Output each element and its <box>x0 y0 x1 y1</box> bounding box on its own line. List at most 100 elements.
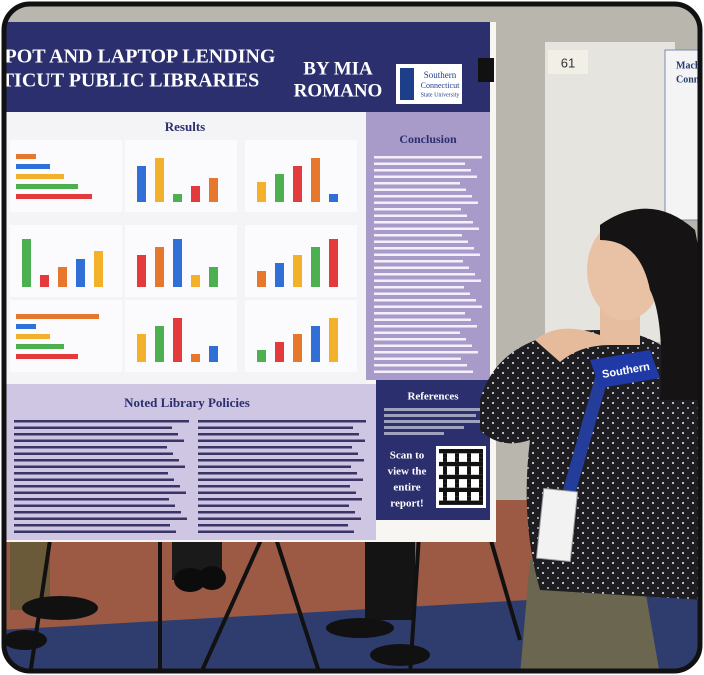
qr-cell <box>475 500 479 505</box>
mini-bar <box>94 251 103 287</box>
conclusion-text <box>374 156 482 373</box>
qr-cell <box>467 492 471 497</box>
mini-bar <box>16 344 64 349</box>
text-line <box>198 524 348 527</box>
mini-bar <box>209 178 218 202</box>
mini-bar <box>191 275 200 287</box>
references-text <box>384 408 482 435</box>
qr-cell <box>443 453 447 458</box>
mini-bar <box>137 255 146 287</box>
qr-cell <box>467 500 471 505</box>
shirt <box>480 330 700 600</box>
mini-bar <box>209 267 218 287</box>
text-line <box>374 240 468 243</box>
qr-cell <box>467 461 471 467</box>
mini-bar <box>76 259 85 287</box>
text-line <box>198 459 364 462</box>
qr-cell <box>459 474 463 480</box>
text-line <box>374 162 465 165</box>
qr-cell <box>455 457 459 462</box>
qr-cell <box>479 479 483 484</box>
board-number: 61 <box>561 55 575 70</box>
next-poster-title: Conne <box>676 74 704 85</box>
text-line <box>14 504 175 507</box>
mini-bar <box>58 267 67 287</box>
mini-bar <box>16 174 64 179</box>
qr-cell <box>439 487 443 492</box>
qr-cell <box>455 496 459 501</box>
qr-cell <box>451 474 455 480</box>
section-title: Results <box>165 119 205 134</box>
qr-cell <box>451 461 455 467</box>
qr-cell <box>443 470 447 475</box>
mini-bar <box>16 334 50 339</box>
text-line <box>374 260 463 263</box>
mini-bar <box>257 182 266 202</box>
logo-mark <box>400 68 414 100</box>
qr-cell <box>467 479 471 484</box>
mini-bar <box>329 194 338 202</box>
mini-bar <box>173 239 182 287</box>
text-line <box>374 357 461 360</box>
section-title: References <box>407 391 459 403</box>
qr-cell <box>463 487 467 492</box>
text-line <box>374 351 478 354</box>
text-line <box>14 498 169 501</box>
text-line <box>374 169 471 172</box>
qr-cell <box>479 453 483 458</box>
qr-cell <box>443 461 447 467</box>
shoe <box>370 644 430 666</box>
qr-cell <box>475 487 479 492</box>
poster: POT AND LAPTOP LENDING TICUT PUBLIC LIBR… <box>4 22 496 542</box>
mini-bar <box>209 346 218 362</box>
scan-text: Scan to <box>390 450 425 462</box>
mini-bar <box>257 271 266 287</box>
qr-cell <box>467 483 471 488</box>
qr-cell <box>455 453 459 458</box>
text-line <box>374 188 466 191</box>
mini-bar <box>16 164 50 169</box>
qr-cell <box>443 457 447 462</box>
text-line <box>374 305 482 308</box>
mini-bar <box>137 334 146 362</box>
text-line <box>374 312 465 315</box>
qr-cell <box>447 474 451 480</box>
qr-cell <box>463 461 467 467</box>
mini-bar <box>16 324 36 329</box>
qr-cell <box>471 500 475 505</box>
poster-author: BY MIA <box>303 58 373 79</box>
qr-cell <box>451 449 455 454</box>
text-line <box>198 446 352 449</box>
qr-cell <box>447 500 451 505</box>
text-line <box>374 292 470 295</box>
text-line <box>198 504 349 507</box>
qr-cell <box>443 496 447 501</box>
logo-text: State University <box>421 92 460 98</box>
text-line <box>198 426 353 429</box>
mini-bar <box>155 326 164 362</box>
policies-text <box>14 420 366 533</box>
text-line <box>374 214 467 217</box>
qr-cell <box>451 500 455 505</box>
text-line <box>198 511 355 514</box>
qr-cell <box>475 474 479 480</box>
qr-cell <box>463 474 467 480</box>
qr-cell <box>455 487 459 492</box>
mini-bar <box>329 239 338 287</box>
qr-cell <box>467 453 471 458</box>
policies-panel <box>4 384 376 540</box>
text-line <box>374 253 480 256</box>
mini-bar <box>40 275 49 287</box>
scan-text: view the <box>388 466 427 478</box>
mini-bar <box>311 158 320 202</box>
text-line <box>14 478 174 481</box>
qr-cell <box>443 479 447 484</box>
mini-bar <box>311 247 320 287</box>
qr-cell <box>439 474 443 480</box>
text-line <box>198 517 361 520</box>
text-line <box>198 452 358 455</box>
qr-cell <box>479 466 483 471</box>
qr-cell <box>479 461 483 467</box>
